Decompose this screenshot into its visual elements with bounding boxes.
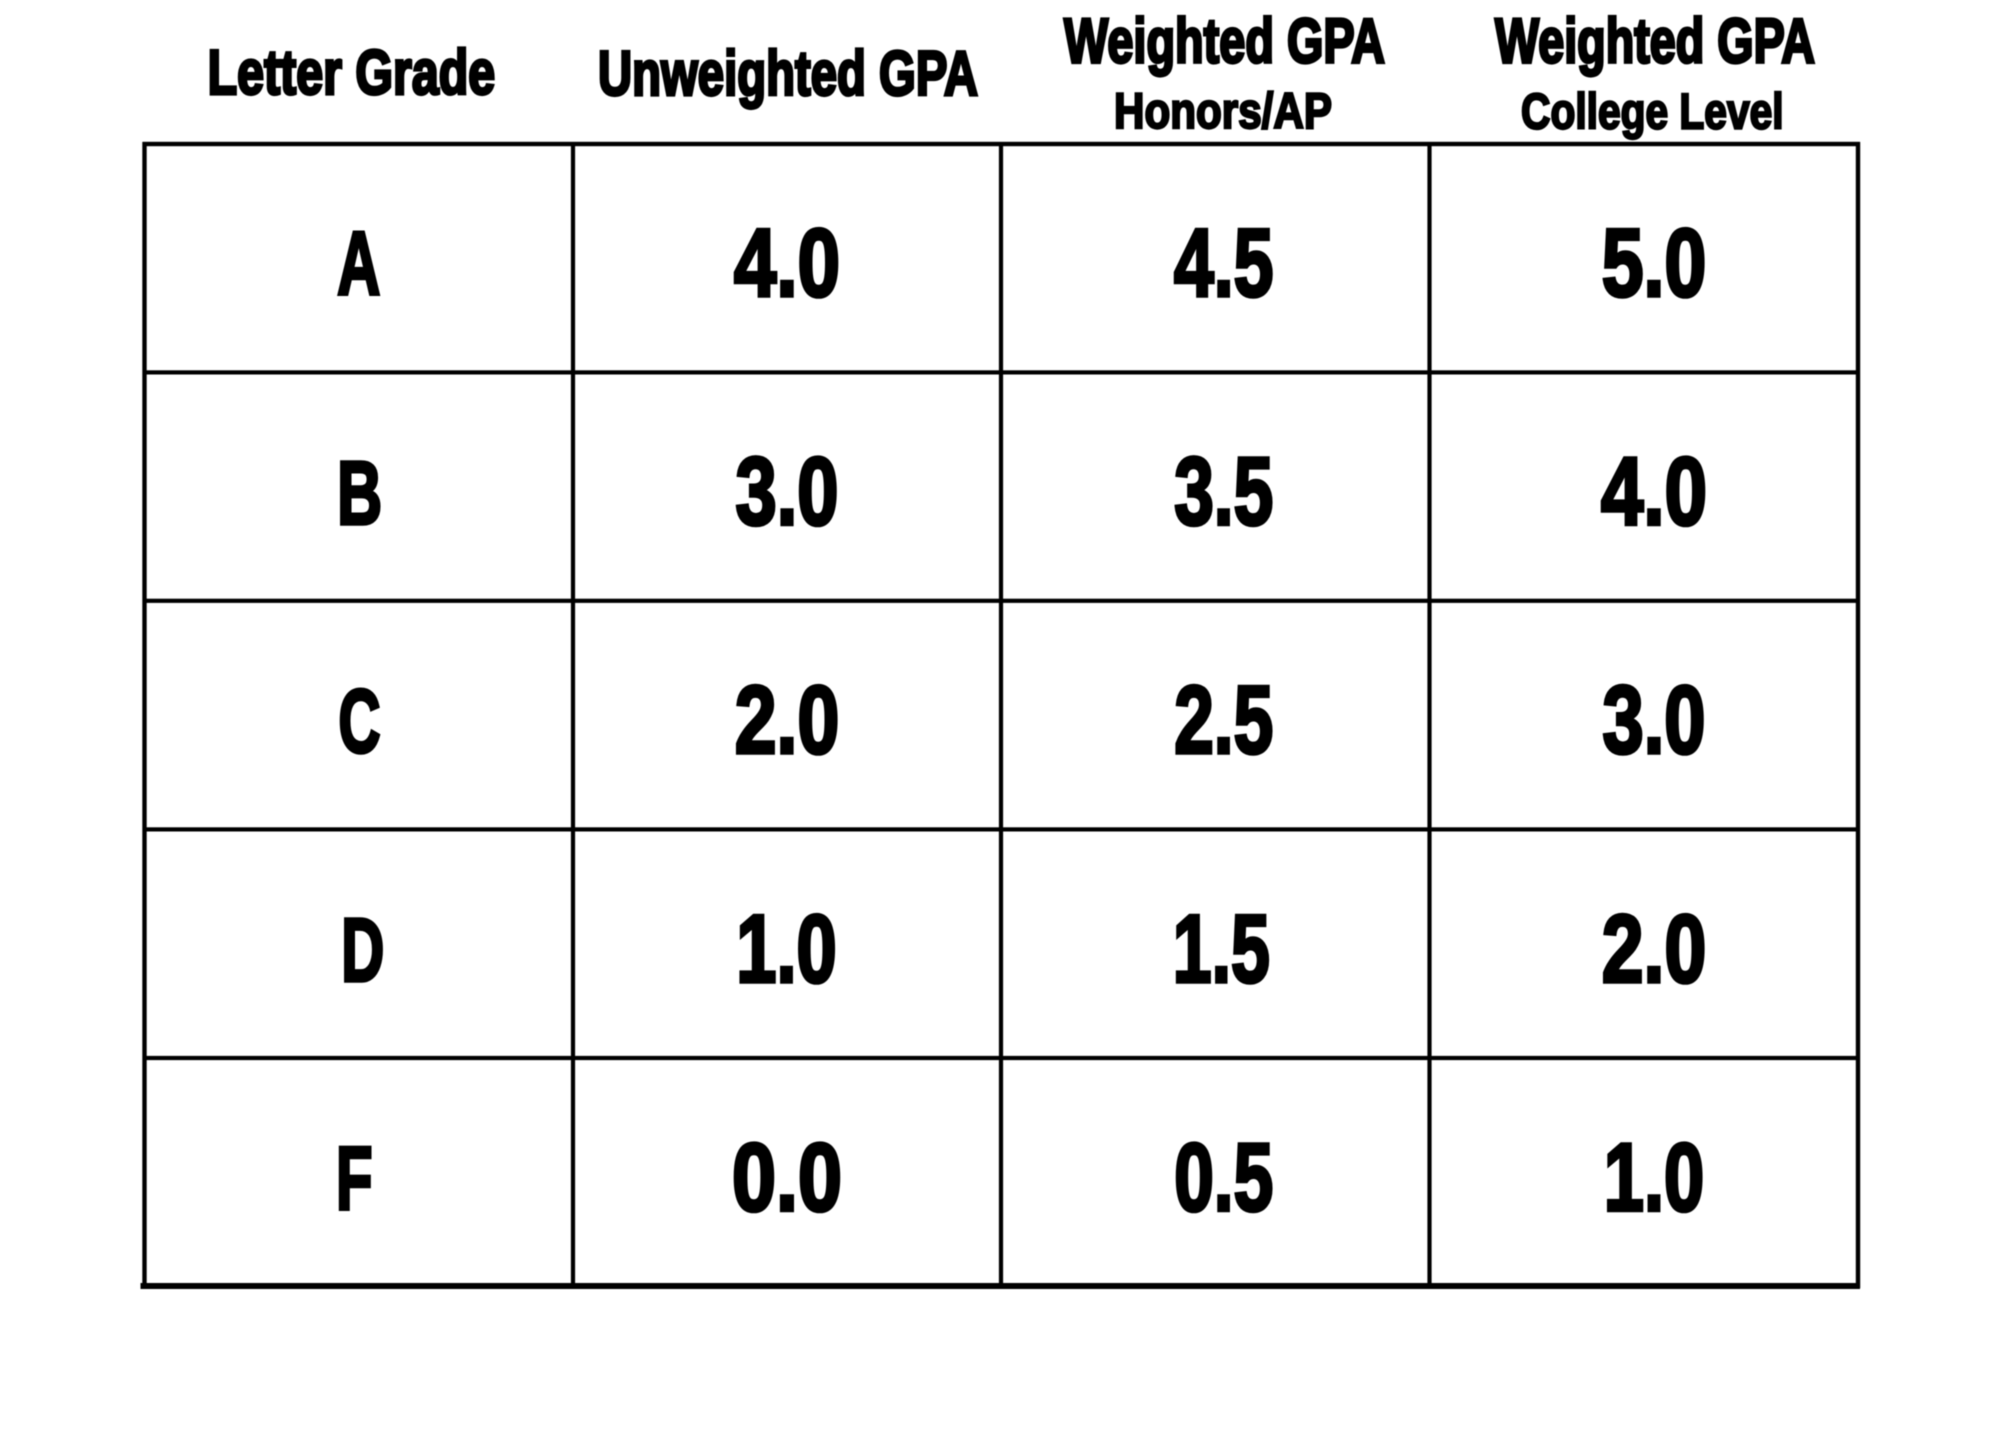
svg-text:0.5: 0.5 <box>1174 1124 1273 1231</box>
svg-text:B: B <box>337 444 382 544</box>
svg-text:3.0: 3.0 <box>1603 667 1706 774</box>
svg-text:A: A <box>337 214 380 314</box>
svg-text:4.5: 4.5 <box>1174 210 1274 317</box>
svg-text:2.0: 2.0 <box>1602 896 1707 1003</box>
svg-text:2.0: 2.0 <box>735 667 840 774</box>
svg-text:3.0: 3.0 <box>736 439 839 546</box>
svg-text:3.5: 3.5 <box>1174 439 1273 546</box>
svg-text:Weighted GPA: Weighted GPA <box>1495 7 1815 77</box>
svg-text:College Level: College Level <box>1521 84 1784 140</box>
svg-text:4.0: 4.0 <box>1601 439 1707 546</box>
svg-text:F: F <box>336 1129 373 1229</box>
svg-text:1.0: 1.0 <box>1604 1124 1705 1231</box>
svg-text:5.0: 5.0 <box>1602 210 1707 317</box>
svg-text:Honors/AP: Honors/AP <box>1114 83 1332 139</box>
svg-text:Letter Grade: Letter Grade <box>208 38 496 108</box>
svg-text:Weighted GPA: Weighted GPA <box>1064 7 1385 77</box>
svg-text:1.5: 1.5 <box>1173 896 1270 1003</box>
svg-text:Unweighted GPA: Unweighted GPA <box>598 39 978 109</box>
svg-text:1.0: 1.0 <box>736 896 837 1003</box>
svg-text:0.0: 0.0 <box>732 1124 842 1231</box>
svg-text:C: C <box>339 672 381 772</box>
svg-text:D: D <box>341 901 384 1001</box>
svg-text:2.5: 2.5 <box>1174 667 1273 774</box>
svg-text:4.0: 4.0 <box>734 210 840 317</box>
